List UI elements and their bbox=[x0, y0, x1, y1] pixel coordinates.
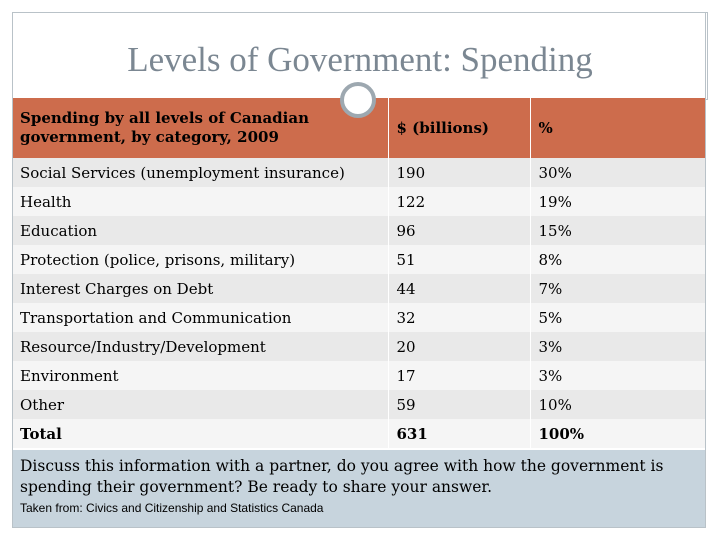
header-category: Spending by all levels of Canadian gover… bbox=[12, 98, 388, 158]
row-percent: 19% bbox=[529, 187, 706, 216]
row-amount: 32 bbox=[387, 303, 530, 332]
slide-title: Levels of Government: Spending bbox=[127, 40, 593, 79]
table-row: Social Services (unemployment insurance)… bbox=[12, 158, 706, 187]
row-percent: 30% bbox=[529, 158, 706, 187]
row-category: Environment bbox=[12, 361, 388, 390]
row-amount: 122 bbox=[387, 187, 530, 216]
row-category: Transportation and Communication bbox=[12, 303, 388, 332]
row-category: Protection (police, prisons, military) bbox=[12, 245, 388, 274]
row-amount: 17 bbox=[387, 361, 530, 390]
table-row: Other 59 10% bbox=[12, 390, 706, 419]
row-amount: 96 bbox=[387, 216, 530, 245]
row-percent: 5% bbox=[529, 303, 706, 332]
row-category: Interest Charges on Debt bbox=[12, 274, 388, 303]
row-category: Health bbox=[12, 187, 388, 216]
ring-ornament-icon bbox=[340, 82, 376, 118]
table-header-row: Spending by all levels of Canadian gover… bbox=[12, 98, 706, 158]
discussion-prompt: Discuss this information with a partner,… bbox=[20, 457, 664, 496]
spending-table: Spending by all levels of Canadian gover… bbox=[12, 98, 706, 448]
table-row: Health 122 19% bbox=[12, 187, 706, 216]
row-category: Other bbox=[12, 390, 388, 419]
table-row: Interest Charges on Debt 44 7% bbox=[12, 274, 706, 303]
source-citation: Taken from: Civics and Citizenship and S… bbox=[20, 501, 324, 515]
row-amount: 20 bbox=[387, 332, 530, 361]
table-row: Education 96 15% bbox=[12, 216, 706, 245]
table-row: Transportation and Communication 32 5% bbox=[12, 303, 706, 332]
table-row: Resource/Industry/Development 20 3% bbox=[12, 332, 706, 361]
table-row: Protection (police, prisons, military) 5… bbox=[12, 245, 706, 274]
table-total-row: Total 631 100% bbox=[12, 419, 706, 448]
row-amount: 190 bbox=[387, 158, 530, 187]
row-percent: 7% bbox=[529, 274, 706, 303]
total-percent: 100% bbox=[529, 419, 706, 448]
header-percent: % bbox=[529, 98, 706, 158]
row-percent: 3% bbox=[529, 332, 706, 361]
row-percent: 3% bbox=[529, 361, 706, 390]
total-category: Total bbox=[12, 419, 388, 448]
total-amount: 631 bbox=[387, 419, 530, 448]
row-amount: 51 bbox=[387, 245, 530, 274]
row-percent: 10% bbox=[529, 390, 706, 419]
row-amount: 44 bbox=[387, 274, 530, 303]
row-category: Education bbox=[12, 216, 388, 245]
header-amount: $ (billions) bbox=[387, 98, 530, 158]
row-percent: 8% bbox=[529, 245, 706, 274]
row-category: Social Services (unemployment insurance) bbox=[12, 158, 388, 187]
discussion-footer: Discuss this information with a partner,… bbox=[12, 450, 706, 528]
row-category: Resource/Industry/Development bbox=[12, 332, 388, 361]
table-row: Environment 17 3% bbox=[12, 361, 706, 390]
row-percent: 15% bbox=[529, 216, 706, 245]
row-amount: 59 bbox=[387, 390, 530, 419]
